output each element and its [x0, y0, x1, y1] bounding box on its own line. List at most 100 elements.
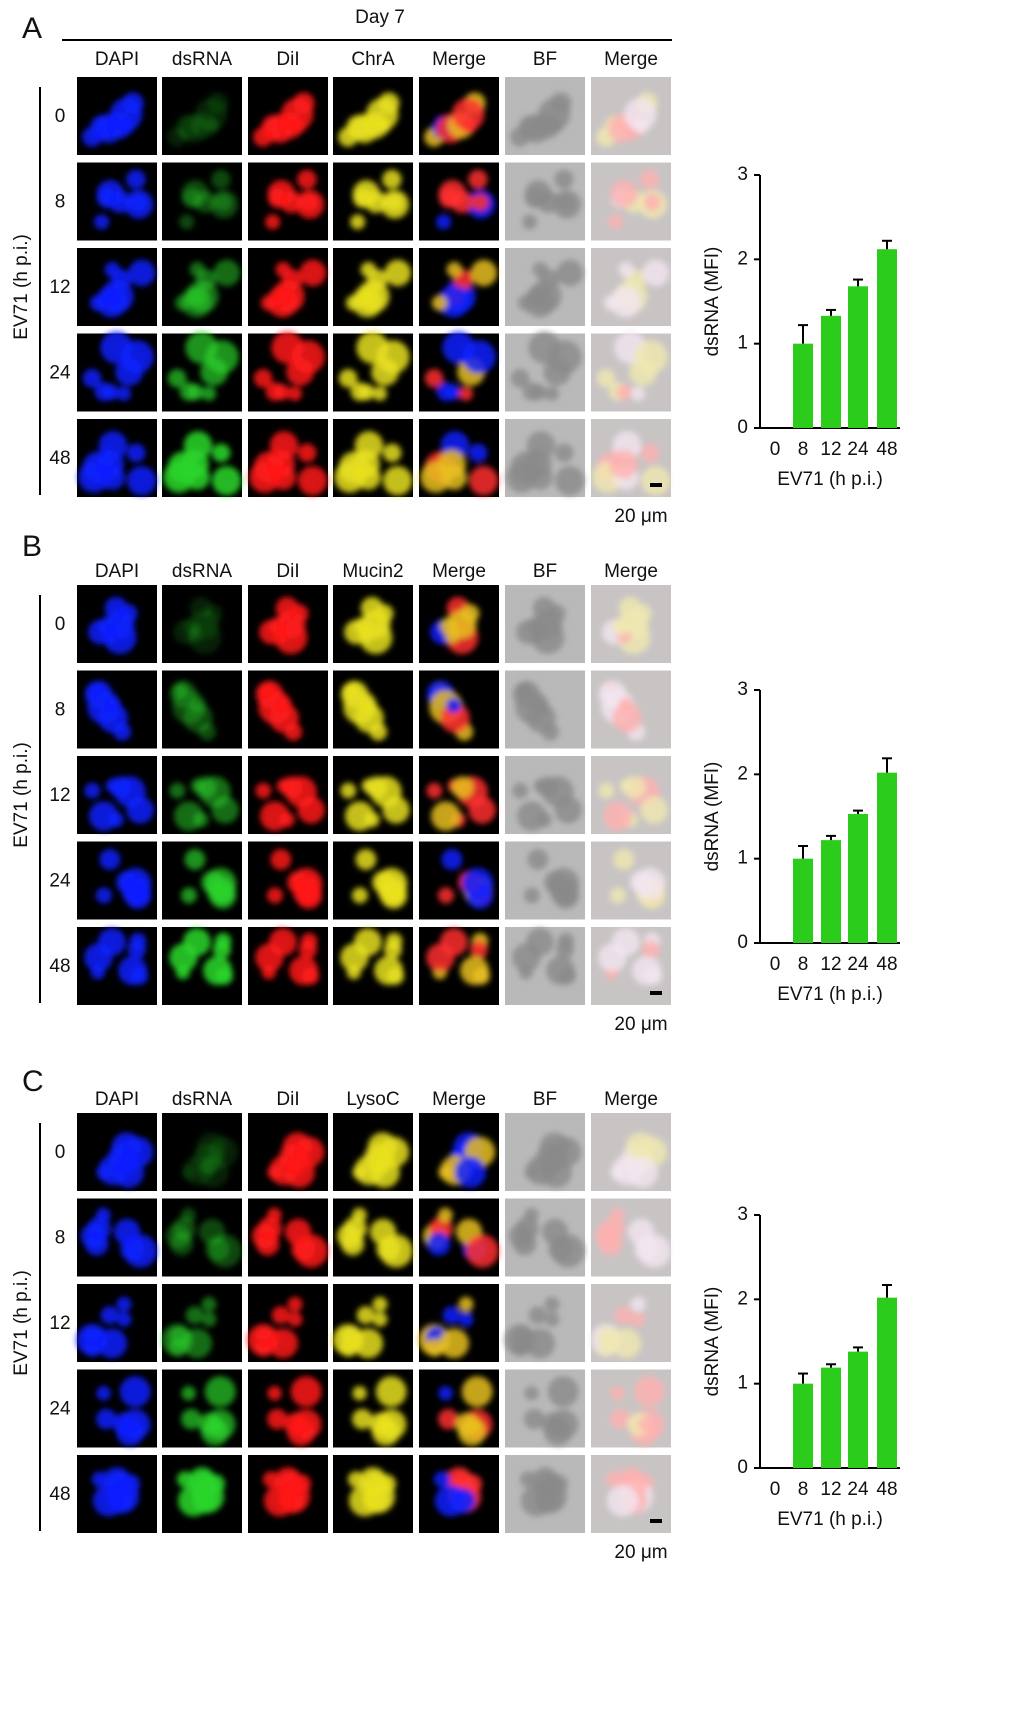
cell — [351, 887, 368, 904]
cell — [537, 776, 560, 799]
cell — [522, 214, 538, 230]
cells — [517, 259, 584, 318]
column-label: Merge — [604, 561, 658, 582]
y-tick-label: 1 — [737, 1373, 748, 1394]
cell — [340, 1232, 365, 1256]
bar — [848, 813, 868, 943]
cell — [273, 384, 290, 401]
cell — [348, 1484, 381, 1517]
cells — [89, 259, 156, 318]
cells — [167, 331, 239, 401]
x-tick-label: 0 — [770, 954, 781, 975]
cell — [512, 782, 529, 799]
cells — [347, 1467, 397, 1517]
bar — [877, 1297, 897, 1468]
cell — [431, 295, 448, 311]
cell — [266, 449, 295, 479]
cells — [96, 1132, 154, 1188]
cell — [632, 604, 652, 623]
cells — [84, 776, 154, 831]
cell — [260, 295, 277, 311]
bar — [793, 1383, 813, 1468]
cell — [255, 943, 284, 972]
cells — [169, 680, 217, 741]
column-label: BF — [533, 1089, 557, 1110]
cell — [269, 703, 299, 733]
cell — [254, 1338, 273, 1357]
cells — [340, 776, 410, 831]
cell — [632, 956, 662, 986]
row-label: 8 — [55, 192, 66, 213]
column-label: Merge — [432, 561, 486, 582]
cell — [525, 1328, 556, 1359]
cell — [360, 697, 376, 713]
cells — [426, 928, 491, 986]
cell — [598, 943, 627, 972]
cell — [268, 617, 287, 636]
cell — [212, 940, 232, 959]
cell — [512, 943, 541, 972]
cell — [530, 384, 547, 401]
cell — [544, 386, 560, 401]
cell — [300, 193, 318, 211]
cell — [358, 384, 375, 401]
cells — [433, 1467, 483, 1517]
cells — [436, 169, 496, 230]
cell — [126, 169, 146, 190]
row-label: 48 — [49, 1484, 70, 1505]
cell — [458, 386, 474, 401]
cell — [554, 466, 585, 496]
y-tick-label: 2 — [737, 763, 748, 784]
cells — [253, 92, 315, 147]
cell — [351, 449, 380, 479]
cell — [255, 1232, 280, 1256]
cell — [383, 940, 403, 959]
y-tick-label: 3 — [737, 679, 748, 700]
cell — [519, 1471, 537, 1488]
cells — [338, 331, 410, 401]
cell — [554, 796, 582, 824]
cells — [516, 596, 566, 655]
cell — [128, 259, 156, 287]
cell — [201, 1296, 217, 1312]
cell — [438, 1386, 453, 1401]
cell — [97, 617, 116, 636]
cell — [527, 849, 549, 870]
cells — [603, 259, 670, 318]
x-tick-label: 0 — [770, 439, 781, 460]
cell — [289, 604, 309, 623]
cells — [420, 431, 499, 496]
cell — [437, 449, 466, 479]
cells — [181, 1132, 239, 1188]
cells — [267, 1132, 325, 1188]
cell — [211, 796, 239, 824]
cell — [180, 887, 197, 904]
cell — [267, 1386, 282, 1401]
cells — [512, 680, 560, 741]
cell — [637, 1234, 671, 1268]
cells — [340, 928, 405, 986]
cells — [430, 596, 480, 655]
cells — [598, 928, 663, 986]
cell — [173, 801, 204, 831]
cell — [100, 1306, 119, 1325]
y-tick-label: 3 — [737, 164, 748, 185]
cell — [555, 940, 575, 959]
cells — [180, 849, 237, 909]
x-tick-label: 48 — [876, 954, 897, 975]
cell — [466, 1417, 482, 1433]
cell — [603, 295, 620, 311]
cells — [265, 169, 325, 230]
cell — [356, 1306, 375, 1325]
cell — [271, 1306, 290, 1325]
cell — [290, 1376, 322, 1408]
cell — [102, 384, 119, 401]
cell — [552, 1417, 568, 1433]
cells — [422, 1207, 499, 1268]
cell — [546, 604, 566, 623]
column-label: ChrA — [351, 49, 395, 70]
cell — [441, 849, 463, 870]
row-axis-label: EV71 (h p.i.) — [11, 234, 32, 340]
cell — [382, 466, 413, 496]
cell — [547, 867, 580, 900]
